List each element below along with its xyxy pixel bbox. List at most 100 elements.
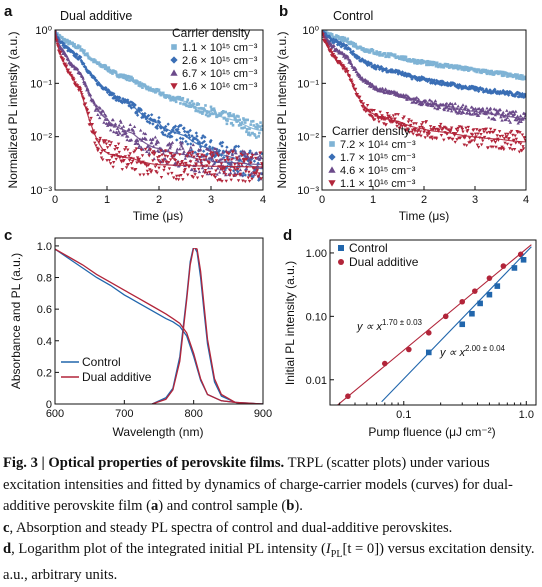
- a-legend-marker-3: [170, 83, 178, 90]
- panel-b-plot-area: [322, 30, 526, 154]
- a-point-0: [86, 52, 89, 55]
- a-point-3: [188, 151, 192, 155]
- a-point-3: [159, 149, 163, 153]
- a-point-0: [254, 136, 258, 139]
- a-point-3: [151, 150, 156, 154]
- b-point-3: [523, 136, 526, 140]
- a-point-3: [247, 170, 251, 174]
- a-point-0: [206, 111, 209, 114]
- a-point-2: [178, 140, 183, 144]
- a-point-2: [208, 148, 213, 152]
- a-fit-curve-0: [55, 30, 263, 132]
- b-point-3: [380, 114, 384, 118]
- a-point-2: [225, 154, 229, 158]
- a-point-0: [209, 112, 212, 116]
- a-point-3: [144, 163, 148, 167]
- a-point-0: [185, 104, 188, 108]
- a-point-0: [76, 44, 80, 47]
- a-point-3: [238, 172, 243, 176]
- a-point-3: [134, 167, 138, 171]
- a-point-2: [124, 131, 128, 135]
- a-point-1: [155, 126, 159, 130]
- b-legend-label-0: 7.2 × 10¹⁴ cm⁻³: [340, 139, 416, 151]
- a-point-0: [226, 119, 229, 122]
- a-point-2: [119, 120, 123, 124]
- a-point-3: [216, 179, 220, 183]
- a-point-3: [202, 158, 206, 162]
- b-point-0: [516, 73, 519, 76]
- c-xtick-label: 900: [254, 408, 272, 420]
- a-point-3: [243, 180, 247, 184]
- b-point-0: [513, 73, 517, 76]
- a-point-0: [134, 82, 138, 85]
- a-point-2: [157, 150, 161, 154]
- a-point-3: [216, 154, 221, 158]
- panel-d-ylabel: Initial PL intensity (a.u.): [283, 261, 297, 385]
- a-point-3: [234, 174, 238, 178]
- b-point-3: [507, 137, 511, 141]
- a-point-2: [223, 167, 227, 171]
- a-point-3: [249, 156, 254, 160]
- a-point-2: [229, 162, 233, 166]
- a-point-2: [241, 149, 245, 153]
- a-point-2: [168, 146, 172, 150]
- b-point-0: [352, 41, 356, 45]
- b-point-0: [442, 66, 446, 69]
- a-point-3: [157, 166, 161, 170]
- b-point-0: [521, 77, 525, 81]
- a-legend-label-0: 1.1 × 10¹⁵ cm⁻³: [182, 42, 258, 54]
- a-point-0: [145, 87, 149, 91]
- a-point-3: [255, 168, 260, 172]
- a-point-1: [148, 121, 152, 125]
- b-point-2: [456, 104, 460, 108]
- b-point-0: [383, 52, 387, 55]
- b-point-3: [493, 140, 498, 144]
- b-point-3: [413, 129, 417, 133]
- panel-d-frame: [329, 239, 537, 406]
- a-point-3: [146, 173, 150, 177]
- b-point-0: [324, 30, 328, 33]
- a-point-0: [161, 91, 165, 95]
- a-point-0: [211, 112, 215, 116]
- b-point-3: [476, 132, 480, 136]
- a-point-0: [178, 95, 182, 99]
- a-point-3: [244, 170, 248, 174]
- a-point-2: [206, 166, 211, 170]
- b-point-0: [378, 51, 382, 54]
- b-point-3: [455, 129, 460, 133]
- b-point-2: [448, 101, 453, 105]
- b-point-3: [491, 130, 496, 134]
- a-point-2: [240, 163, 244, 167]
- a-point-3: [126, 148, 130, 152]
- d-fit-line-3: [336, 244, 532, 405]
- a-point-2: [217, 170, 222, 174]
- a-point-2: [146, 144, 150, 148]
- a-point-2: [137, 146, 141, 150]
- b-point-0: [448, 65, 452, 69]
- a-point-3: [249, 161, 253, 165]
- b-point-2: [453, 101, 457, 105]
- b-point-3: [389, 117, 394, 121]
- b-point-2: [508, 120, 513, 124]
- b-legend-marker-0: [329, 141, 335, 147]
- b-legend-marker-1: [328, 153, 336, 161]
- a-point-0: [61, 36, 64, 39]
- a-point-3: [124, 166, 129, 170]
- a-point-0: [232, 114, 236, 118]
- a-point-2: [118, 131, 122, 135]
- b-point-2: [412, 100, 417, 104]
- b-point-0: [371, 48, 375, 52]
- a-point-3: [135, 161, 139, 165]
- a-point-3: [145, 169, 150, 173]
- a-point-0: [104, 64, 108, 68]
- a-point-0: [164, 96, 168, 99]
- b-point-3: [455, 138, 459, 142]
- a-point-2: [115, 131, 119, 135]
- b-point-3: [486, 146, 490, 150]
- a-point-0: [221, 111, 224, 115]
- a-point-2: [166, 148, 170, 152]
- a-point-3: [182, 170, 186, 174]
- a-point-3: [108, 144, 112, 148]
- c-legend-label-1: Dual additive: [82, 370, 152, 384]
- a-point-3: [107, 159, 112, 163]
